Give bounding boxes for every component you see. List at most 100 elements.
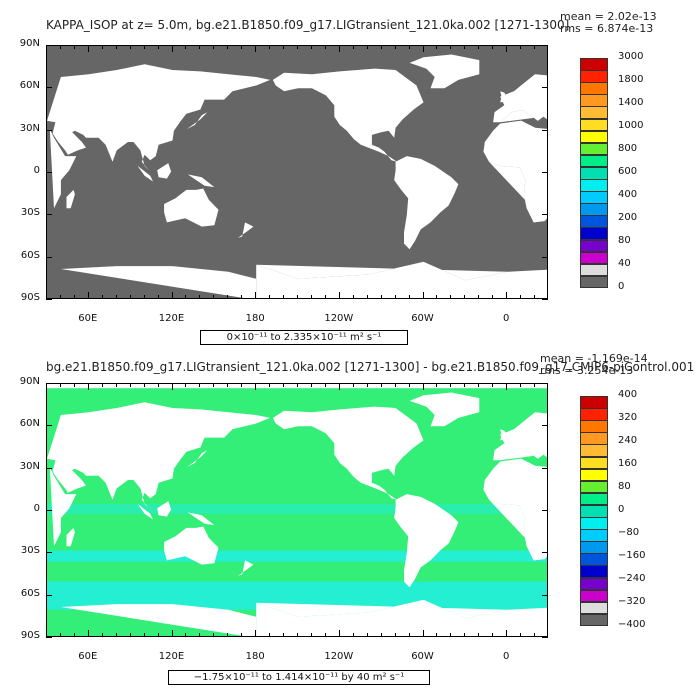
lon-tick xyxy=(115,383,117,387)
colorbar-swatch xyxy=(580,179,608,192)
lon-tick xyxy=(380,45,382,49)
colorbar-swatch xyxy=(580,420,608,433)
colorbar-swatch xyxy=(580,456,608,470)
bottom-map-plot xyxy=(47,384,547,636)
lon-tick xyxy=(422,630,424,637)
landmass-madagascar xyxy=(66,189,75,209)
lon-tick xyxy=(366,383,368,387)
lat-tick-label: 60S xyxy=(20,249,40,261)
colorbar-swatch xyxy=(580,70,608,83)
lon-tick xyxy=(366,633,368,637)
lon-tick xyxy=(352,383,354,387)
lat-tick xyxy=(542,594,548,596)
lon-tick xyxy=(380,633,382,637)
lat-tick xyxy=(46,45,52,46)
top-range-box: 0×10⁻¹¹ to 2.335×10⁻¹¹ m² s⁻¹ xyxy=(200,330,408,345)
lon-tick xyxy=(506,45,508,52)
lon-tick xyxy=(115,295,117,299)
lon-tick xyxy=(269,383,271,387)
landmass-antarctica-wrap xyxy=(256,599,547,636)
lon-tick xyxy=(506,630,508,637)
lon-tick xyxy=(59,45,61,49)
colorbar-swatch xyxy=(580,227,608,241)
landmass-antarctica xyxy=(60,261,508,298)
landmass-north-america xyxy=(272,406,424,500)
lat-tick-label: 90S xyxy=(20,630,40,641)
lon-tick xyxy=(199,45,201,49)
lon-tick xyxy=(143,633,145,637)
colorbar-swatch xyxy=(580,166,608,180)
lat-tick xyxy=(542,256,548,258)
lon-tick xyxy=(241,633,243,637)
lon-tick xyxy=(366,45,368,49)
colorbar-swatch xyxy=(580,142,608,156)
lat-tick xyxy=(46,214,52,216)
lon-tick xyxy=(241,383,243,387)
landmass-sumatra xyxy=(137,503,153,520)
lon-tick xyxy=(352,295,354,299)
lon-tick xyxy=(436,383,438,387)
lat-tick-label: 90N xyxy=(19,38,40,49)
lat-tick-label: 90N xyxy=(19,376,40,387)
lon-tick xyxy=(338,630,340,637)
lon-tick xyxy=(255,45,257,52)
lon-tick xyxy=(324,633,326,637)
lon-tick xyxy=(73,295,75,299)
lon-tick-label: 120W xyxy=(324,651,354,662)
lon-tick xyxy=(129,633,131,637)
lon-tick xyxy=(492,295,494,299)
lon-tick xyxy=(534,383,536,387)
lon-tick xyxy=(115,45,117,49)
lon-tick xyxy=(101,295,103,299)
lon-tick xyxy=(73,383,75,387)
colorbar-swatch xyxy=(580,118,608,132)
lon-tick xyxy=(534,45,536,49)
lon-tick xyxy=(324,45,326,49)
colorbar-swatch xyxy=(580,492,608,506)
landmass-south-america xyxy=(394,494,459,588)
landmass-japan xyxy=(186,112,208,130)
lon-tick xyxy=(213,45,215,49)
lon-tick xyxy=(101,383,103,387)
lat-tick xyxy=(46,383,52,384)
lon-tick xyxy=(185,383,187,387)
colorbar-swatch xyxy=(580,504,608,518)
lon-tick xyxy=(338,292,340,299)
lon-tick xyxy=(394,383,396,387)
lat-tick xyxy=(46,256,52,258)
lat-tick xyxy=(46,594,52,596)
lon-tick xyxy=(366,295,368,299)
lon-tick xyxy=(436,295,438,299)
colorbar-swatch xyxy=(580,408,608,421)
lon-tick-label: 120E xyxy=(158,651,185,662)
colorbar-label: 200 xyxy=(618,212,638,223)
lon-tick-label: 180 xyxy=(245,651,265,662)
colorbar-swatch xyxy=(580,601,608,615)
landmass-antarctica-wrap xyxy=(256,261,547,298)
lon-tick xyxy=(143,295,145,299)
top-panel-title: KAPPA_ISOP at z= 5.0m, bg.e21.B1850.f09_… xyxy=(46,18,570,32)
landmass-south-america xyxy=(394,156,459,250)
colorbar-swatch xyxy=(580,239,608,253)
colorbar-swatch xyxy=(580,251,608,265)
colorbar-swatch xyxy=(580,58,608,71)
landmass-new-zealand xyxy=(238,222,254,238)
landmass-japan xyxy=(186,450,208,468)
lon-tick xyxy=(422,383,424,390)
lon-tick-label: 0 xyxy=(502,313,510,324)
landmass-eurasia-wrap xyxy=(493,74,547,123)
colorbar-label: −400 xyxy=(618,619,646,630)
lat-tick-label: 90S xyxy=(20,292,40,303)
lat-tick-label: 60N xyxy=(19,80,40,92)
lon-tick-label: 120E xyxy=(158,313,185,324)
lat-tick xyxy=(46,299,52,300)
lon-tick xyxy=(241,295,243,299)
colorbar-swatch xyxy=(580,203,608,216)
lon-tick xyxy=(478,295,480,299)
colorbar-swatch xyxy=(580,263,608,277)
lon-tick xyxy=(338,45,340,52)
bottom-map xyxy=(46,383,548,637)
landmass-australia xyxy=(164,526,219,565)
lon-tick xyxy=(408,383,410,387)
lon-tick xyxy=(520,295,522,299)
